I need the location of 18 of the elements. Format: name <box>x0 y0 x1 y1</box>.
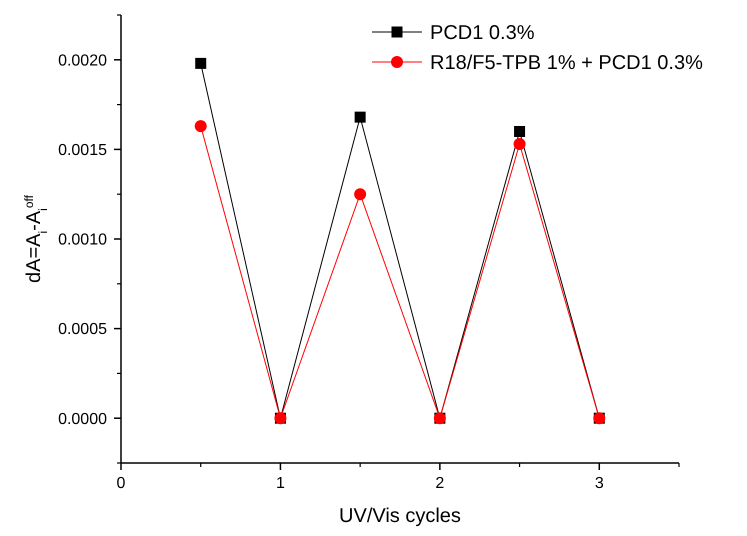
y-tick-label: 0.0010 <box>58 232 108 249</box>
point <box>354 112 366 123</box>
x-tick-label: 1 <box>276 475 285 492</box>
x-tick-label: 2 <box>435 475 444 492</box>
y-tick-label: 0.0000 <box>58 410 108 428</box>
legend-label: R18/F5-TPB 1% + PCD1 0.3% <box>430 52 704 74</box>
y-tick-label: 0.0005 <box>58 321 108 338</box>
x-tick-label: 0 <box>116 475 126 492</box>
point <box>195 58 206 69</box>
point <box>514 138 526 150</box>
point <box>354 188 366 200</box>
y-tick-label: 0.0020 <box>58 52 108 70</box>
point <box>514 126 526 137</box>
y-tick-label: 0.0015 <box>58 142 108 159</box>
x-tick-label: 3 <box>594 475 604 492</box>
legend-label: PCD1 0.3% <box>430 22 535 44</box>
x-axis-title: UV/Vis cycles <box>339 505 461 527</box>
point <box>194 120 207 132</box>
